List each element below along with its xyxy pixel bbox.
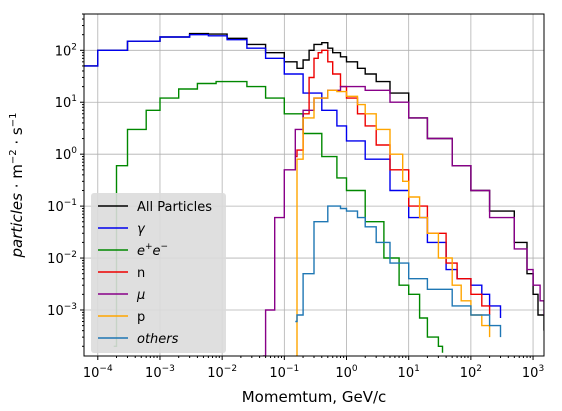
- legend-label: All Particles: [137, 200, 212, 215]
- x-tick-label: 10−1: [269, 364, 299, 381]
- y-tick-label: 10−2: [47, 250, 77, 267]
- series-others-line: [295, 205, 502, 338]
- legend-label: γ: [137, 222, 146, 237]
- x-tick-label: 102: [460, 364, 482, 381]
- legend-label: μ: [136, 288, 145, 303]
- y-tick-label: 100: [55, 146, 78, 163]
- y-tick-label: 10−1: [47, 198, 77, 215]
- legend: All Particles γ e+e− nμp others: [91, 193, 226, 353]
- series-line: [262, 85, 544, 356]
- x-tick-label: 103: [522, 364, 544, 381]
- y-tick-label: 101: [55, 94, 77, 111]
- y-axis-title: particles · m−2 · s−1: [8, 113, 26, 259]
- x-tick-label: 101: [398, 364, 420, 381]
- legend-label: p: [137, 310, 145, 325]
- legend-label: e+e−: [137, 242, 168, 259]
- legend-label: others: [137, 332, 179, 347]
- x-tick-label: 10−4: [83, 364, 113, 381]
- x-tick-label: 100: [335, 364, 358, 381]
- series-layer: [84, 32, 544, 356]
- axis-ticks: 10−4 10−3 10−2 10−1 100 101 102 103 10−3 10−2 10−1…: [47, 13, 544, 381]
- y-tick-label: 102: [55, 42, 77, 59]
- y-tick-label: 10−3: [47, 302, 77, 319]
- x-axis-title: Momemtum, GeV/c: [242, 388, 387, 406]
- series-p-line: [296, 89, 491, 356]
- legend-label: n: [137, 266, 145, 281]
- x-tick-label: 10−3: [145, 364, 175, 381]
- x-tick-label: 10−2: [207, 364, 237, 381]
- legend-box: [91, 193, 226, 353]
